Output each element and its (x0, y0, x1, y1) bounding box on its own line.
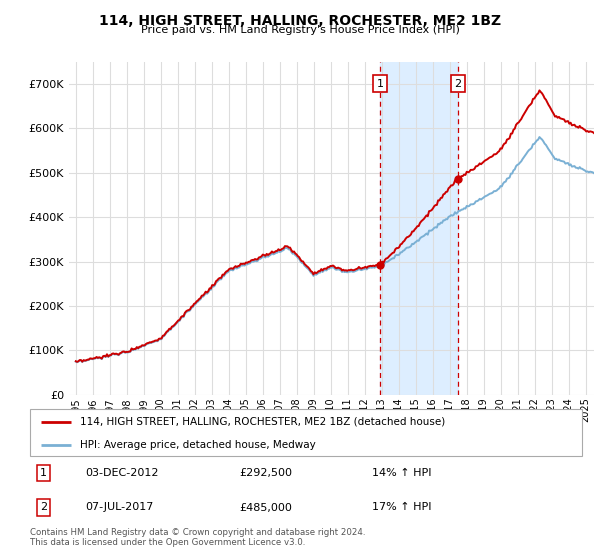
Text: £292,500: £292,500 (240, 468, 293, 478)
Text: Contains HM Land Registry data © Crown copyright and database right 2024.
This d: Contains HM Land Registry data © Crown c… (30, 528, 365, 547)
Text: 1: 1 (377, 79, 384, 89)
Text: 2: 2 (455, 79, 461, 89)
Text: 114, HIGH STREET, HALLING, ROCHESTER, ME2 1BZ: 114, HIGH STREET, HALLING, ROCHESTER, ME… (99, 14, 501, 28)
Text: 114, HIGH STREET, HALLING, ROCHESTER, ME2 1BZ (detached house): 114, HIGH STREET, HALLING, ROCHESTER, ME… (80, 417, 445, 427)
Text: HPI: Average price, detached house, Medway: HPI: Average price, detached house, Medw… (80, 440, 316, 450)
Text: 14% ↑ HPI: 14% ↑ HPI (372, 468, 432, 478)
Text: 17% ↑ HPI: 17% ↑ HPI (372, 502, 432, 512)
Bar (380, 62, 458, 395)
Text: 2: 2 (40, 502, 47, 512)
Text: 07-JUL-2017: 07-JUL-2017 (85, 502, 154, 512)
Text: £485,000: £485,000 (240, 502, 293, 512)
Text: 03-DEC-2012: 03-DEC-2012 (85, 468, 158, 478)
FancyBboxPatch shape (30, 409, 582, 456)
Text: 1: 1 (40, 468, 47, 478)
Text: Price paid vs. HM Land Registry's House Price Index (HPI): Price paid vs. HM Land Registry's House … (140, 25, 460, 35)
